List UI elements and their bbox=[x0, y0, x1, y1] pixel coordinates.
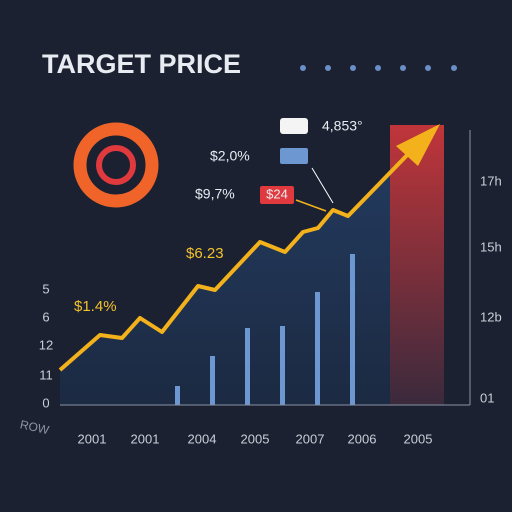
right-label: 15h bbox=[480, 239, 502, 254]
trend-line bbox=[58, 146, 416, 372]
target-inner bbox=[96, 145, 136, 185]
left-label: 11 bbox=[39, 367, 53, 382]
tag-label: $24 bbox=[266, 186, 288, 201]
legend-box-white bbox=[280, 118, 308, 134]
dots bbox=[300, 65, 457, 71]
right-label: 17h bbox=[480, 173, 502, 188]
x-label: 2005 bbox=[404, 431, 433, 446]
x-label: 2001 bbox=[78, 431, 107, 446]
bars bbox=[175, 254, 355, 405]
left-label: 5 bbox=[42, 281, 49, 296]
left-label: 0 bbox=[42, 395, 49, 410]
x-label: 2005 bbox=[241, 431, 270, 446]
right-label: 01 bbox=[480, 390, 494, 405]
x-axis-title: ROW bbox=[19, 417, 51, 437]
pointer bbox=[311, 167, 334, 204]
callout: $6.23 bbox=[186, 245, 224, 262]
callout: $1.4% bbox=[74, 298, 117, 315]
legend-box-blue bbox=[280, 148, 308, 164]
price-tag bbox=[260, 186, 294, 204]
right-label: 12b bbox=[480, 309, 502, 324]
x-label: 2001 bbox=[131, 431, 160, 446]
x-label: 2004 bbox=[188, 431, 217, 446]
pointer bbox=[295, 199, 327, 212]
callout: $2,0% bbox=[210, 148, 250, 164]
left-label: 12 bbox=[39, 337, 53, 352]
title: TARGET PRICE bbox=[42, 49, 241, 79]
x-label: 2006 bbox=[348, 431, 377, 446]
target-outer bbox=[73, 122, 159, 208]
red-column bbox=[390, 125, 444, 405]
callout: 4,853° bbox=[322, 118, 363, 134]
arrow-head bbox=[396, 124, 440, 166]
left-label: 6 bbox=[42, 309, 49, 324]
x-label: 2007 bbox=[296, 431, 325, 446]
callout: $9,7% bbox=[195, 186, 235, 202]
